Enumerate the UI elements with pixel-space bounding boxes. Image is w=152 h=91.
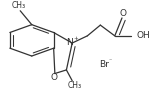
- Text: ⁻: ⁻: [108, 59, 112, 64]
- Text: CH₃: CH₃: [12, 1, 26, 10]
- Text: O: O: [51, 73, 58, 82]
- Text: OH: OH: [137, 31, 151, 40]
- Text: Br: Br: [99, 60, 109, 69]
- Text: O: O: [119, 9, 126, 18]
- Text: N: N: [66, 38, 73, 47]
- Text: CH₃: CH₃: [68, 81, 82, 90]
- Text: +: +: [73, 36, 78, 41]
